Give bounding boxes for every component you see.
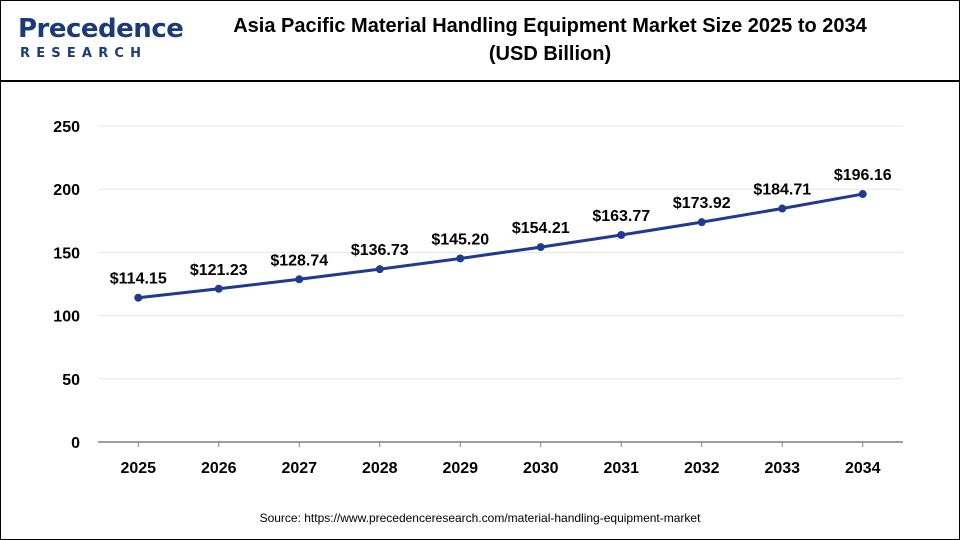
x-tick-label: 2032: [684, 460, 720, 477]
chart-header: Precedence RESEARCH Asia Pacific Materia…: [0, 0, 960, 82]
chart-title: Asia Pacific Material Handling Equipment…: [190, 12, 910, 68]
data-point: [858, 190, 867, 199]
data-point: [697, 218, 706, 227]
y-tick-label: 200: [53, 182, 80, 199]
chart-title-line-2: (USD Billion): [488, 43, 612, 65]
data-label: $121.23: [190, 262, 248, 279]
data-point: [617, 230, 626, 239]
data-point: [134, 293, 143, 302]
series-line: [138, 192, 864, 300]
data-point: [778, 204, 787, 213]
logo-wordmark: Precedence: [18, 14, 184, 44]
x-tick-label: 2028: [362, 460, 398, 477]
source-note: Source: https://www.precedenceresearch.c…: [259, 511, 701, 525]
data-label: $114.15: [110, 271, 167, 288]
data-point: [536, 243, 545, 252]
x-tick-label: 2031: [603, 460, 639, 477]
data-label: $154.21: [512, 220, 570, 237]
y-tick-label: 250: [53, 119, 80, 136]
x-tick-label: 2033: [764, 460, 800, 477]
data-label: $145.20: [431, 231, 489, 248]
y-tick-label: 50: [62, 372, 80, 389]
data-point: [375, 265, 384, 274]
data-point: [295, 275, 304, 284]
x-tick-label: 2029: [442, 460, 478, 477]
x-tick-label: 2030: [523, 460, 559, 477]
y-tick-label: 150: [53, 245, 80, 262]
y-tick-label: 100: [53, 309, 80, 326]
x-tick-label: 2026: [201, 460, 237, 477]
data-label: $184.71: [753, 182, 811, 199]
x-tick-label: 2025: [120, 460, 156, 477]
data-label: $163.77: [592, 208, 650, 225]
x-tick-label: 2027: [281, 460, 317, 477]
y-tick-label: 0: [71, 435, 80, 452]
x-tick-label: 2034: [845, 460, 881, 477]
chart-title-line-1: Asia Pacific Material Handling Equipment…: [233, 15, 867, 37]
data-label: $173.92: [673, 195, 731, 212]
data-point: [456, 254, 465, 263]
data-point: [214, 284, 223, 293]
logo-subtitle: RESEARCH: [20, 46, 148, 61]
data-label: $196.16: [834, 167, 892, 184]
data-label: $128.74: [270, 252, 328, 269]
line-chart: 0 50 100 150 200 250 2025 2026 2027 2028 2029 2030 2…: [53, 119, 903, 477]
precedence-research-logo: Precedence RESEARCH: [16, 14, 184, 66]
data-label: $136.73: [351, 242, 409, 259]
